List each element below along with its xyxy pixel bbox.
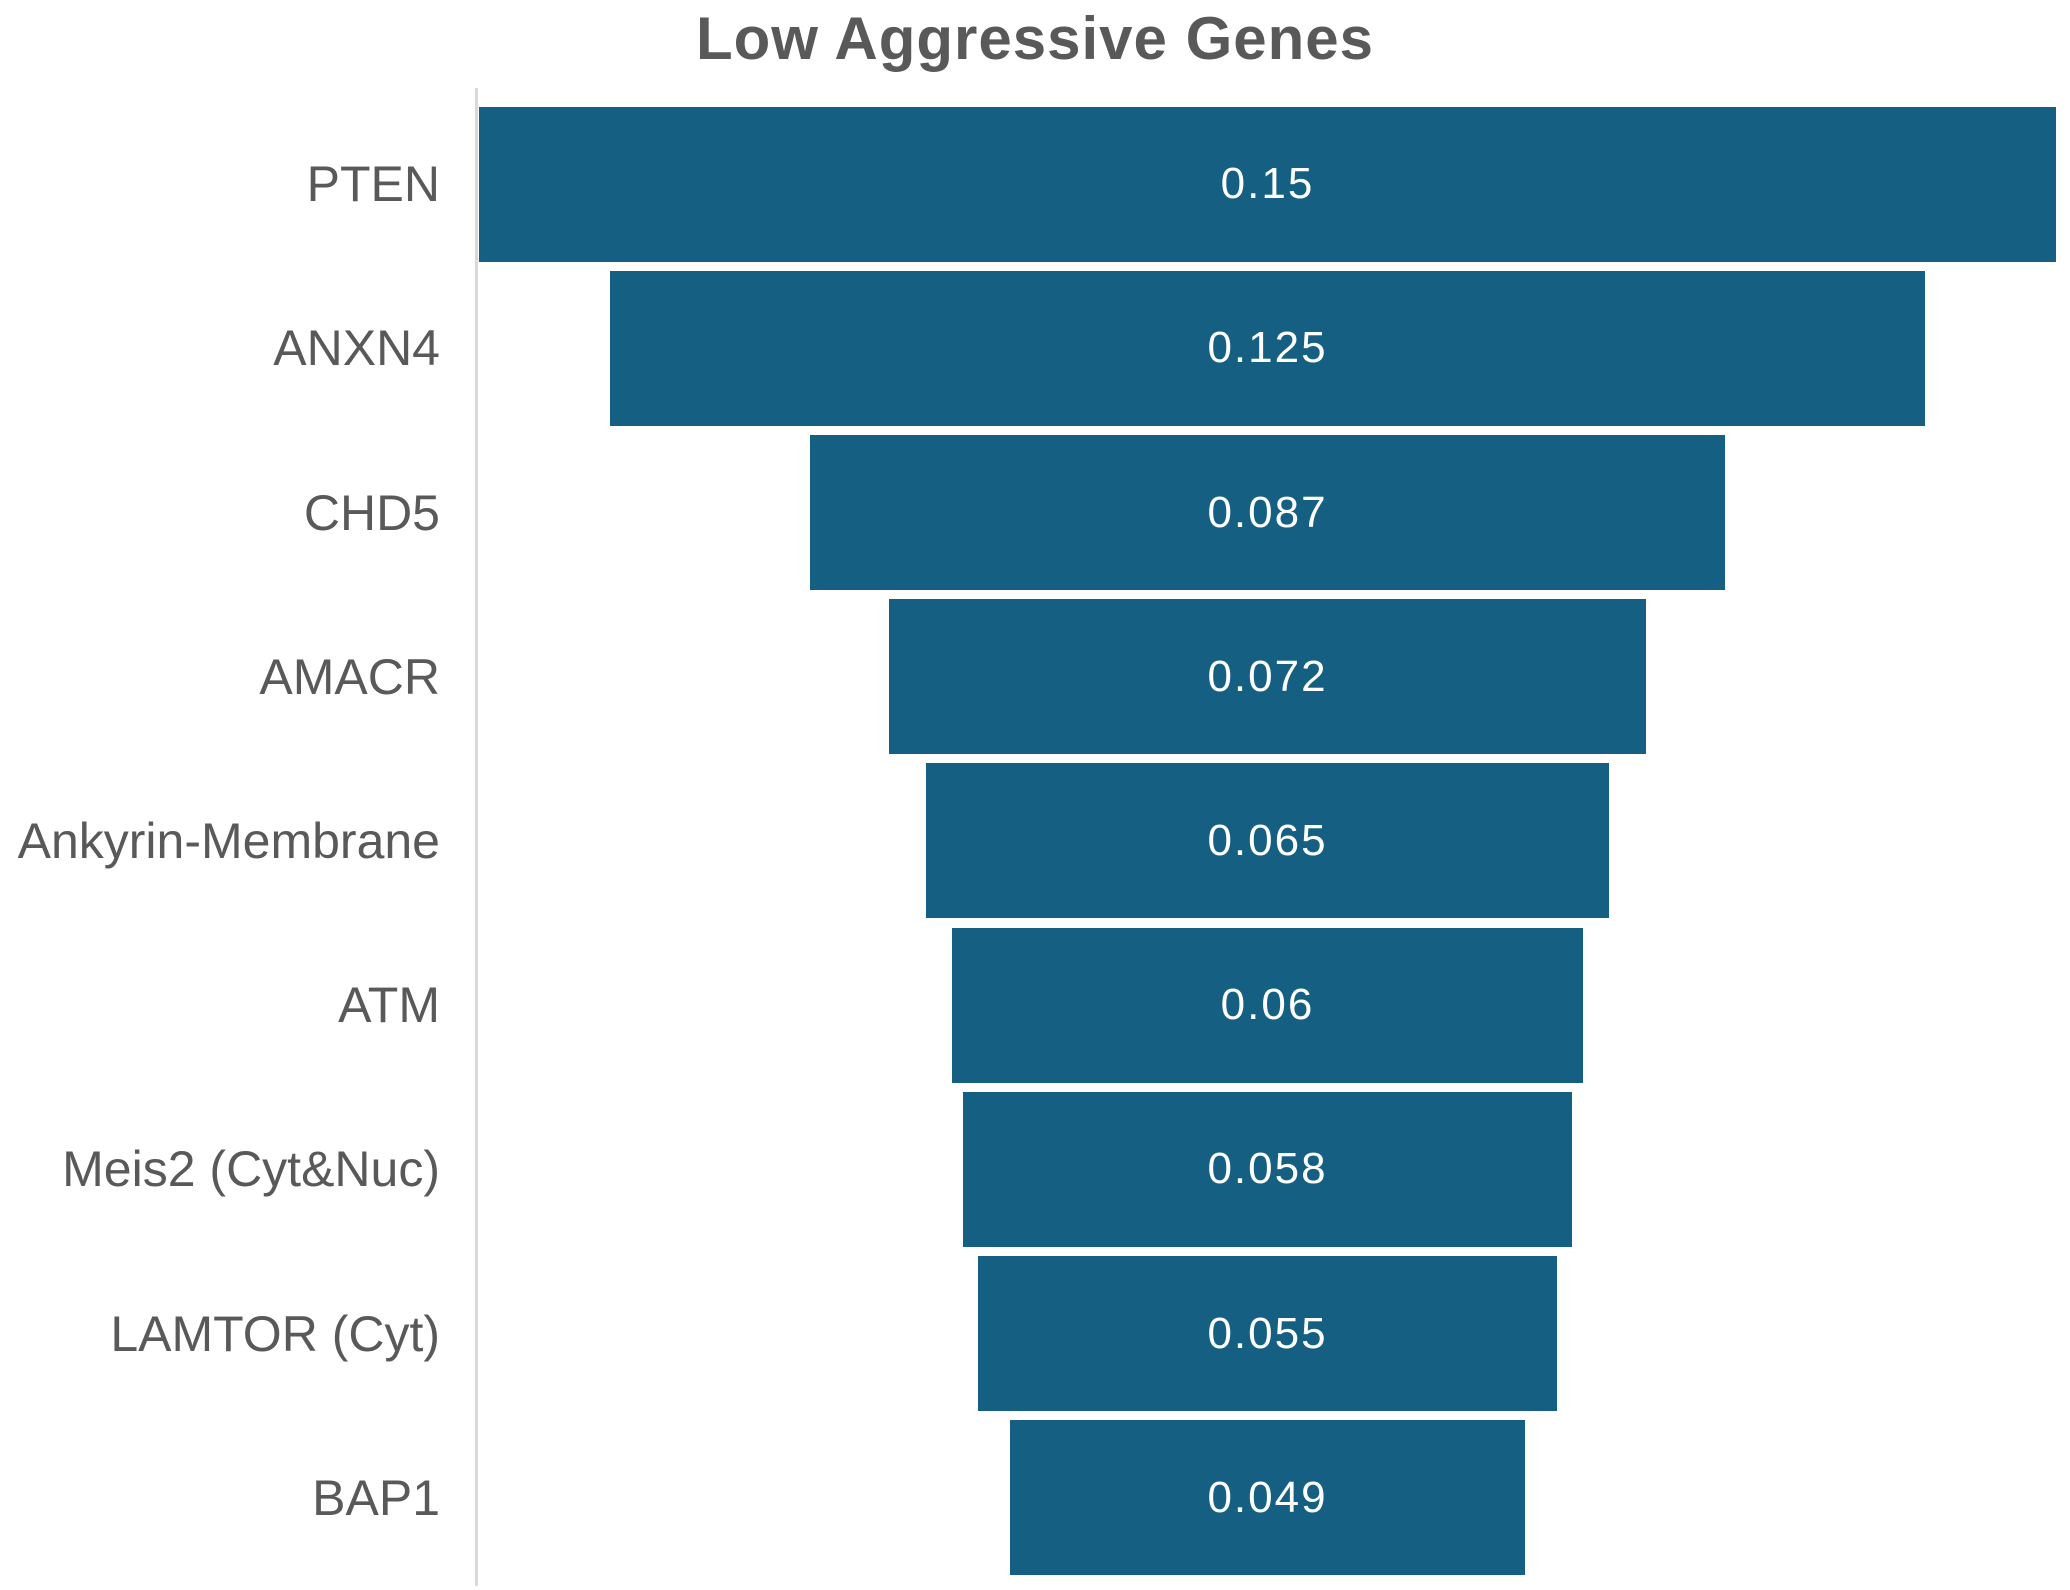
funnel-row: Meis2 (Cyt&Nuc) 0.058 xyxy=(0,1087,2056,1251)
plot-area: PTEN 0.15 ANXN4 0.125 CHD5 0.087 AMACR 0… xyxy=(0,102,2056,1580)
category-label: LAMTOR (Cyt) xyxy=(110,1305,440,1362)
bar-value-label: 0.058 xyxy=(1207,1144,1328,1194)
funnel-bar: 0.058 xyxy=(962,1091,1573,1247)
y-axis-line xyxy=(475,88,478,1586)
funnel-row: Ankyrin-Membrane 0.065 xyxy=(0,759,2056,923)
category-label: Ankyrin-Membrane xyxy=(17,812,440,869)
bar-area: 0.049 xyxy=(479,1416,2056,1580)
funnel-row: LAMTOR (Cyt) 0.055 xyxy=(0,1252,2056,1416)
funnel-bar: 0.087 xyxy=(810,435,1725,591)
bar-area: 0.072 xyxy=(479,595,2056,759)
category-label: AMACR xyxy=(259,648,440,705)
chart-title: Low Aggressive Genes xyxy=(695,5,1374,72)
bar-value-label: 0.072 xyxy=(1207,651,1328,701)
bar-value-label: 0.065 xyxy=(1207,815,1328,865)
bar-value-label: 0.087 xyxy=(1207,487,1328,537)
bar-value-label: 0.125 xyxy=(1207,323,1328,373)
bar-area: 0.065 xyxy=(479,759,2056,923)
funnel-row: AMACR 0.072 xyxy=(0,595,2056,759)
bar-area: 0.125 xyxy=(479,266,2056,430)
funnel-bar: 0.125 xyxy=(610,270,1925,426)
funnel-row: ATM 0.06 xyxy=(0,923,2056,1087)
funnel-row: BAP1 0.049 xyxy=(0,1416,2056,1580)
funnel-bar: 0.065 xyxy=(925,763,1610,919)
funnel-bar: 0.15 xyxy=(479,106,2056,262)
bar-area: 0.15 xyxy=(479,102,2056,266)
bar-value-label: 0.049 xyxy=(1207,1472,1328,1522)
category-label: BAP1 xyxy=(312,1469,440,1526)
bar-area: 0.06 xyxy=(479,923,2056,1087)
category-label: CHD5 xyxy=(303,484,440,541)
funnel-row: CHD5 0.087 xyxy=(0,430,2056,594)
funnel-bar: 0.072 xyxy=(889,599,1646,755)
category-label: PTEN xyxy=(306,156,440,213)
funnel-bar: 0.049 xyxy=(1009,1420,1526,1576)
funnel-bar: 0.06 xyxy=(952,927,1583,1083)
bar-value-label: 0.055 xyxy=(1207,1308,1328,1358)
funnel-row: ANXN4 0.125 xyxy=(0,266,2056,430)
category-label: ATM xyxy=(338,977,440,1034)
funnel-row: PTEN 0.15 xyxy=(0,102,2056,266)
category-label: ANXN4 xyxy=(273,320,440,377)
bar-area: 0.058 xyxy=(479,1087,2056,1251)
bar-area: 0.087 xyxy=(479,430,2056,594)
bar-area: 0.055 xyxy=(479,1252,2056,1416)
bar-value-label: 0.06 xyxy=(1220,980,1315,1030)
bar-value-label: 0.15 xyxy=(1220,159,1315,209)
funnel-bar: 0.055 xyxy=(978,1256,1557,1412)
category-label: Meis2 (Cyt&Nuc) xyxy=(62,1141,440,1198)
